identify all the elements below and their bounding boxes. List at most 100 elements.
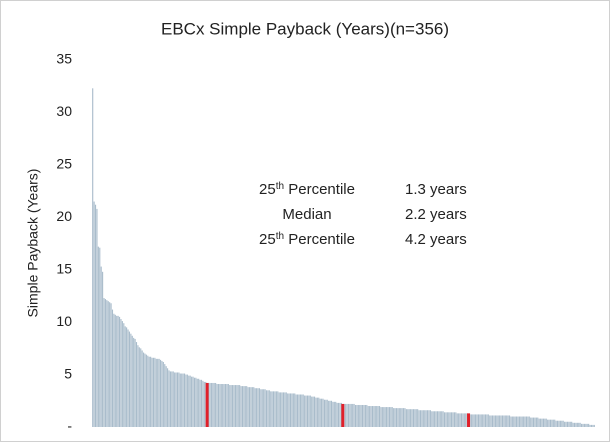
bar — [511, 416, 513, 427]
bar — [294, 393, 296, 427]
bar — [518, 416, 520, 427]
bar — [309, 395, 311, 427]
bar — [275, 391, 277, 427]
bar — [558, 420, 560, 427]
bar — [422, 410, 424, 427]
bar — [439, 411, 441, 427]
bar — [453, 412, 455, 427]
bar — [367, 406, 369, 427]
bar — [555, 420, 557, 427]
bar — [499, 415, 501, 427]
bar — [226, 384, 228, 427]
bar — [417, 409, 419, 427]
annotation-value: 2.2 years — [405, 206, 467, 223]
bar — [582, 423, 584, 427]
bar — [114, 314, 116, 427]
bar — [390, 407, 392, 427]
bar — [268, 390, 270, 427]
bar — [418, 410, 420, 427]
bar — [458, 413, 460, 427]
bar — [507, 415, 509, 427]
bar — [586, 423, 588, 427]
bar — [182, 373, 184, 427]
annotation-text: Percentile — [284, 181, 355, 198]
bar — [104, 299, 106, 427]
bar — [169, 371, 171, 427]
bar — [256, 388, 258, 427]
bar — [429, 410, 431, 427]
bar — [272, 391, 275, 427]
bar — [523, 416, 525, 427]
bar — [217, 384, 220, 427]
bar — [306, 395, 309, 427]
bar — [234, 385, 236, 427]
bar — [428, 410, 430, 427]
bar — [500, 415, 502, 427]
bar — [514, 416, 516, 427]
y-tick-label: 20 — [56, 208, 72, 224]
bar — [192, 376, 194, 427]
bar — [183, 373, 186, 427]
bar — [459, 413, 461, 427]
bar — [313, 396, 316, 427]
bar — [494, 415, 496, 427]
bar — [244, 386, 246, 427]
bar — [360, 404, 362, 427]
bar — [229, 385, 231, 427]
bar — [384, 407, 386, 427]
bar — [165, 366, 167, 427]
bar — [96, 208, 98, 427]
bar — [250, 387, 252, 427]
bar — [138, 347, 140, 427]
bar — [525, 416, 528, 427]
bar — [548, 419, 550, 427]
bar — [486, 414, 488, 427]
y-tick-label: 35 — [56, 51, 72, 67]
bar — [175, 372, 177, 427]
annotation-label: 25th Percentile — [259, 181, 355, 198]
bar — [92, 88, 94, 427]
bar — [400, 408, 402, 427]
bar — [298, 394, 300, 427]
bar — [135, 342, 138, 427]
bar — [487, 414, 489, 427]
bar — [219, 384, 221, 427]
bar — [102, 271, 104, 427]
highlight-bar — [467, 413, 471, 427]
bar — [224, 384, 227, 427]
bar — [189, 375, 191, 427]
bar — [302, 394, 304, 427]
bar — [431, 411, 433, 427]
annotation-value: 4.2 years — [405, 231, 467, 248]
bar — [446, 412, 448, 427]
bar — [346, 403, 348, 427]
bar — [534, 417, 536, 427]
bar — [517, 416, 519, 427]
bar — [284, 392, 286, 427]
bar — [435, 411, 437, 427]
bar — [585, 423, 587, 427]
bar — [237, 385, 239, 427]
bar — [265, 390, 268, 427]
bar — [378, 406, 381, 427]
bar — [292, 393, 294, 427]
bar — [353, 403, 355, 427]
y-tick-label: 15 — [56, 260, 72, 276]
annotation-suffix: th — [276, 181, 284, 192]
bar — [362, 404, 364, 427]
bar — [159, 359, 162, 427]
bar — [93, 201, 95, 427]
bar — [171, 371, 173, 427]
bar — [247, 387, 249, 427]
bar — [188, 375, 190, 427]
bar — [569, 421, 571, 427]
bar — [127, 329, 129, 427]
bar — [520, 416, 522, 427]
bar — [404, 408, 406, 427]
bar — [117, 315, 119, 427]
bar — [377, 406, 379, 427]
bar — [152, 357, 155, 427]
bar — [484, 414, 487, 427]
bar — [593, 424, 595, 427]
bar — [547, 419, 549, 427]
